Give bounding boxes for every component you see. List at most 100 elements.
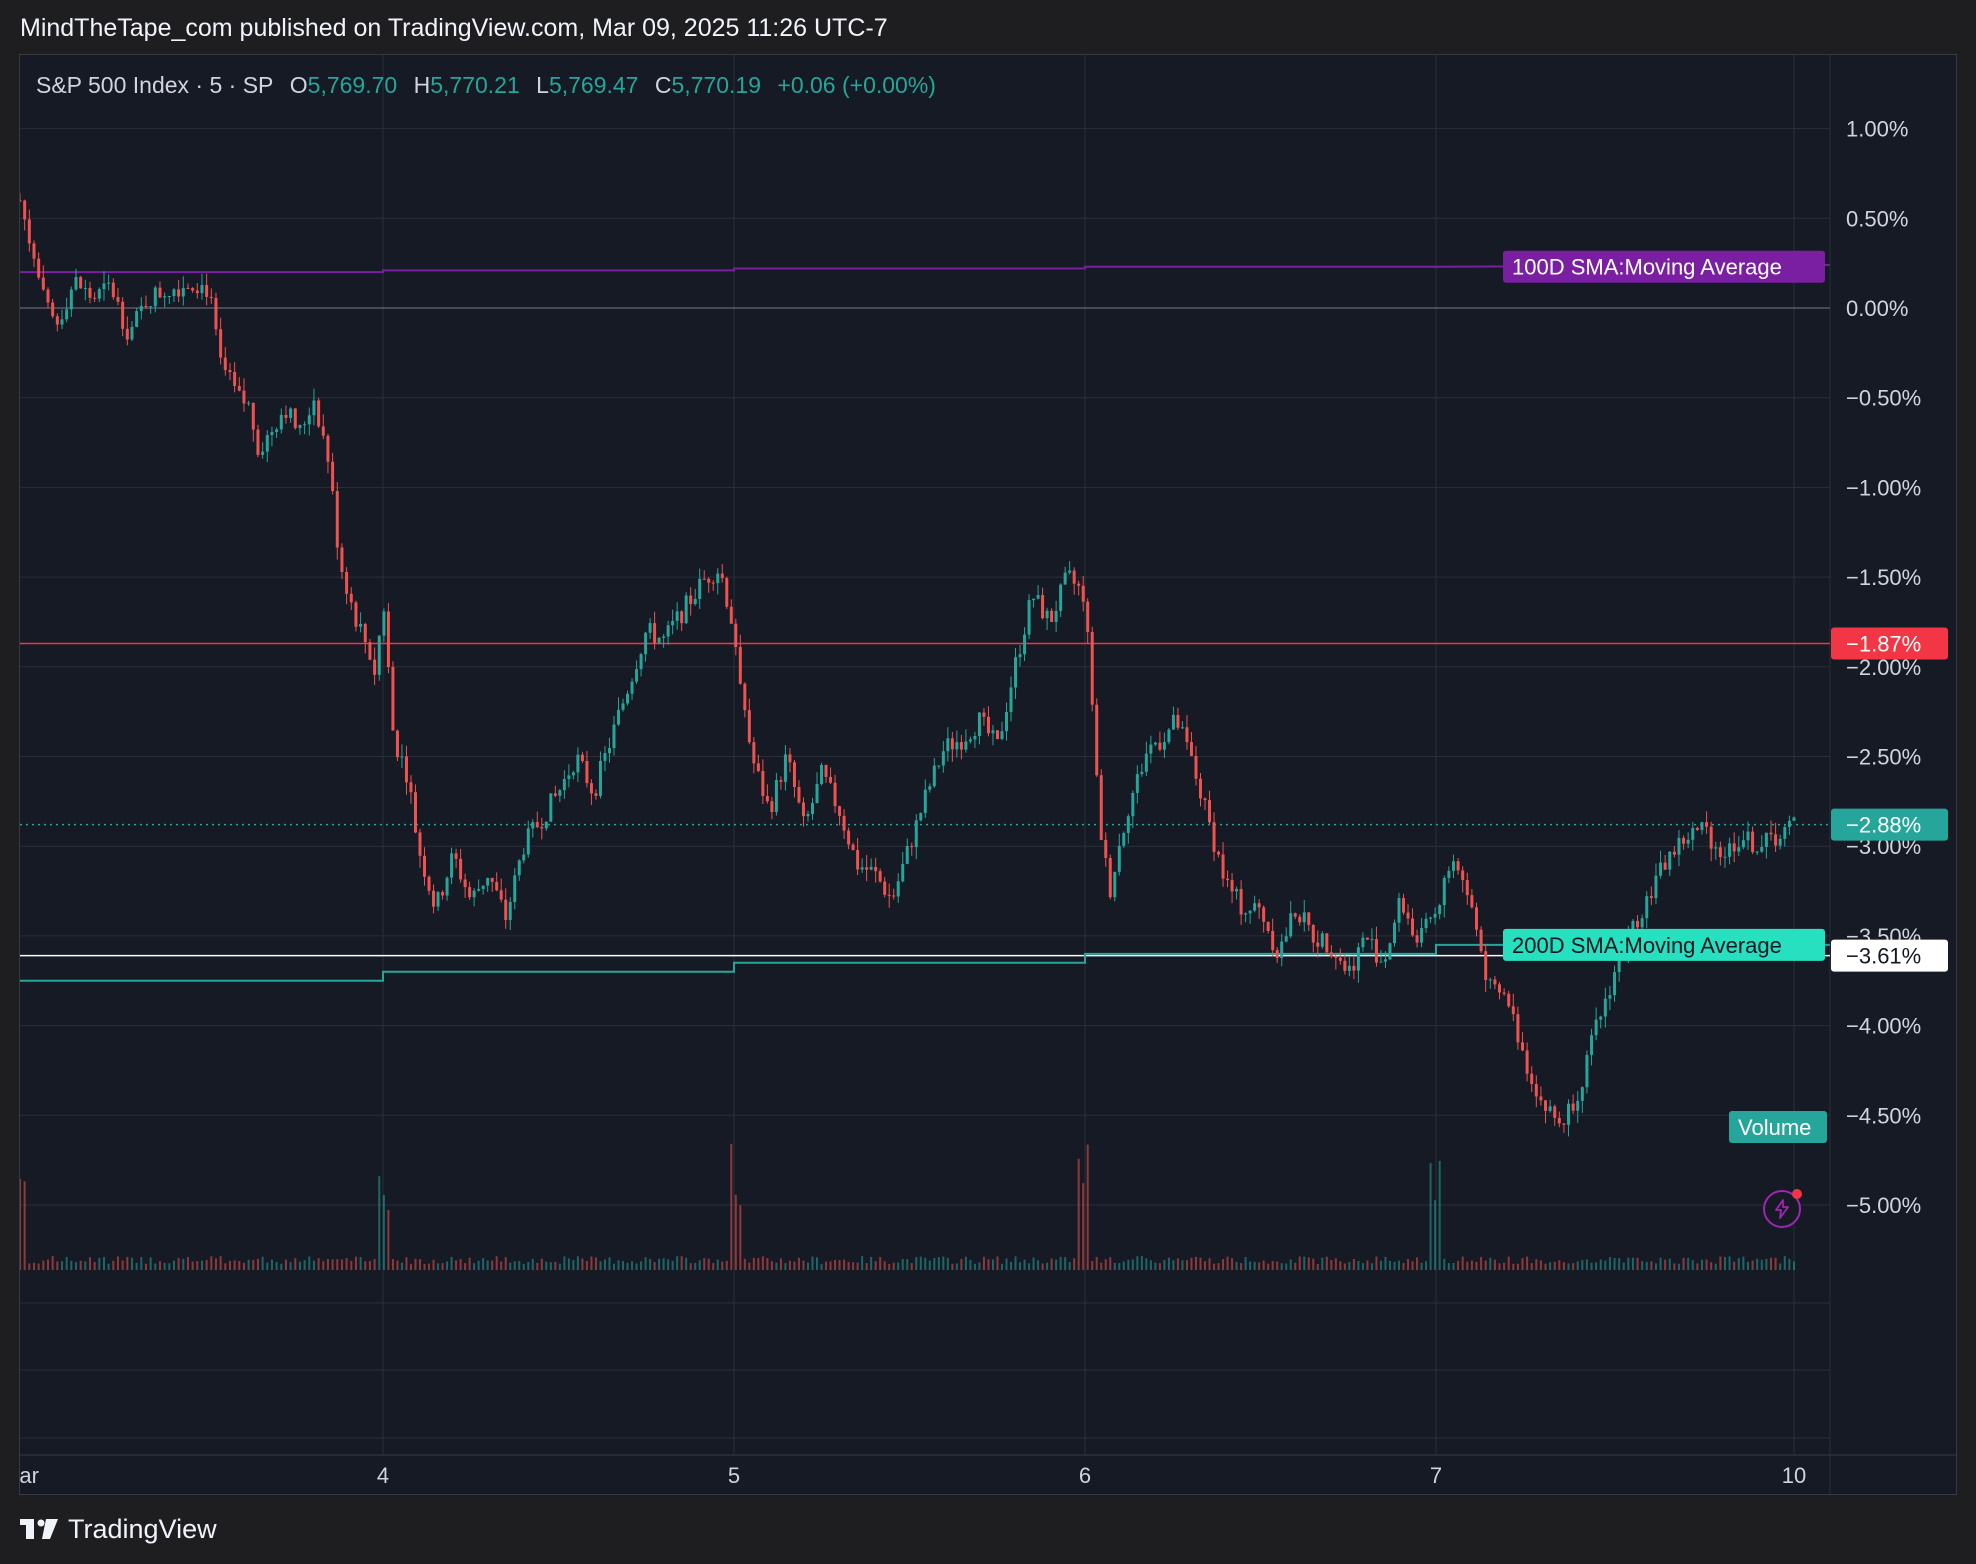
legend-low-value: 5,769.47: [548, 72, 639, 98]
volume-bar: [554, 1261, 557, 1270]
volume-bar: [1379, 1260, 1382, 1270]
candle-body: [517, 860, 521, 876]
volume-bar: [46, 1259, 49, 1270]
chart-legend: S&P 500 Index · 5 · SP O5,769.70 H5,770.…: [36, 72, 946, 99]
volume-bar: [838, 1260, 841, 1270]
volume-bar: [653, 1262, 656, 1270]
candle-body: [1705, 822, 1709, 827]
legend-symbol[interactable]: S&P 500 Index · 5 · SP: [36, 72, 274, 98]
candle-body: [1613, 972, 1617, 996]
volume-bar: [1064, 1257, 1067, 1270]
volume-bar: [1714, 1263, 1717, 1270]
candle-body: [335, 491, 339, 548]
volume-bar: [1131, 1259, 1134, 1270]
candle-body: [265, 435, 269, 452]
volume-bar: [1590, 1262, 1593, 1270]
candle-body: [1677, 837, 1681, 855]
volume-bar: [942, 1256, 945, 1270]
time-tick-label: 5: [728, 1463, 740, 1488]
volume-bar: [308, 1256, 311, 1270]
candle-body: [107, 282, 111, 284]
candle-body: [167, 296, 171, 298]
candle-body: [1365, 937, 1369, 940]
volume-bar: [1503, 1262, 1506, 1270]
candle-body: [567, 775, 571, 780]
volume-bar: [373, 1259, 376, 1270]
volume-bar: [135, 1262, 138, 1270]
candle-body: [1511, 1006, 1515, 1015]
volume-bar: [495, 1256, 498, 1270]
volume-bar: [734, 1194, 737, 1270]
volume-bar: [247, 1259, 250, 1270]
candle-body: [1456, 861, 1460, 871]
volume-bar: [1769, 1257, 1772, 1270]
volume-bar: [1000, 1263, 1003, 1270]
volume-bar: [154, 1263, 157, 1270]
candle-body: [83, 287, 87, 289]
chart-canvas[interactable]: 1.00%0.50%0.00%−0.50%−1.00%−1.50%−2.00%−…: [20, 55, 1957, 1495]
volume-bar: [387, 1209, 390, 1270]
candle-body: [1695, 827, 1699, 830]
volume-bar: [1140, 1256, 1143, 1270]
candle-body: [1153, 742, 1157, 745]
candle-body: [149, 306, 153, 308]
series-label-box: [1503, 928, 1825, 961]
candle-body: [946, 738, 950, 752]
candle-body: [1135, 774, 1139, 794]
candle-body: [1144, 753, 1148, 772]
volume-bar: [1627, 1257, 1630, 1270]
tradingview-brand[interactable]: TradingView: [20, 1514, 217, 1545]
candle-body: [675, 611, 679, 621]
candle-body: [779, 780, 783, 782]
alert-bolt-icon[interactable]: [1763, 1189, 1802, 1228]
candle-body: [450, 853, 454, 878]
candle-body: [1253, 903, 1257, 911]
candle-body: [284, 414, 288, 418]
volume-bar: [1682, 1257, 1685, 1270]
price-badge-label: −1.87%: [1846, 631, 1921, 656]
volume-bar: [901, 1258, 904, 1270]
candle-body: [1361, 937, 1365, 948]
volume-bar: [1549, 1262, 1552, 1270]
candle-body: [1239, 888, 1243, 915]
volume-bar: [1705, 1259, 1708, 1270]
volume-bar: [1723, 1256, 1726, 1270]
volume-bar: [423, 1263, 426, 1270]
candle-body: [617, 709, 621, 725]
candle-body: [856, 850, 860, 870]
chart-frame[interactable]: 1.00% 0.50% 0.00% −0.50% −1.00% −1.50% −2.00% −…: [19, 54, 1957, 1495]
volume-bar: [1127, 1259, 1130, 1270]
volume-bar: [1521, 1258, 1524, 1270]
candle-body: [540, 827, 544, 829]
volume-bar: [1010, 1261, 1013, 1270]
candle-body: [734, 623, 738, 647]
volume-bar: [450, 1256, 453, 1270]
candle-body: [279, 414, 283, 430]
price-tick-label: −4.00%: [1846, 1014, 1921, 1039]
candle-body: [289, 408, 293, 418]
candle-body: [1792, 817, 1796, 821]
volume-bar: [1443, 1258, 1446, 1270]
candle-body: [214, 298, 218, 330]
volume-bar: [1636, 1257, 1639, 1270]
candle-body: [1686, 839, 1690, 844]
candle-body: [125, 328, 129, 340]
candle-body: [1608, 995, 1612, 999]
volume-bar: [1489, 1257, 1492, 1270]
volume-bar: [326, 1259, 329, 1270]
volume-bar: [1375, 1256, 1378, 1270]
candle-body: [60, 319, 64, 325]
candle-body: [878, 871, 882, 882]
volume-bar: [1253, 1261, 1256, 1270]
candle-body: [630, 681, 634, 694]
volume-bar: [1526, 1256, 1529, 1270]
volume-bar: [1167, 1257, 1170, 1270]
volume-bar: [1118, 1263, 1121, 1270]
candle-body: [1521, 1042, 1525, 1051]
volume-bar: [1262, 1260, 1265, 1270]
candle-body: [680, 611, 684, 624]
candle-body: [626, 693, 630, 704]
candle-body: [111, 282, 115, 298]
volume-bar: [1244, 1257, 1247, 1270]
candle-body: [571, 772, 575, 776]
